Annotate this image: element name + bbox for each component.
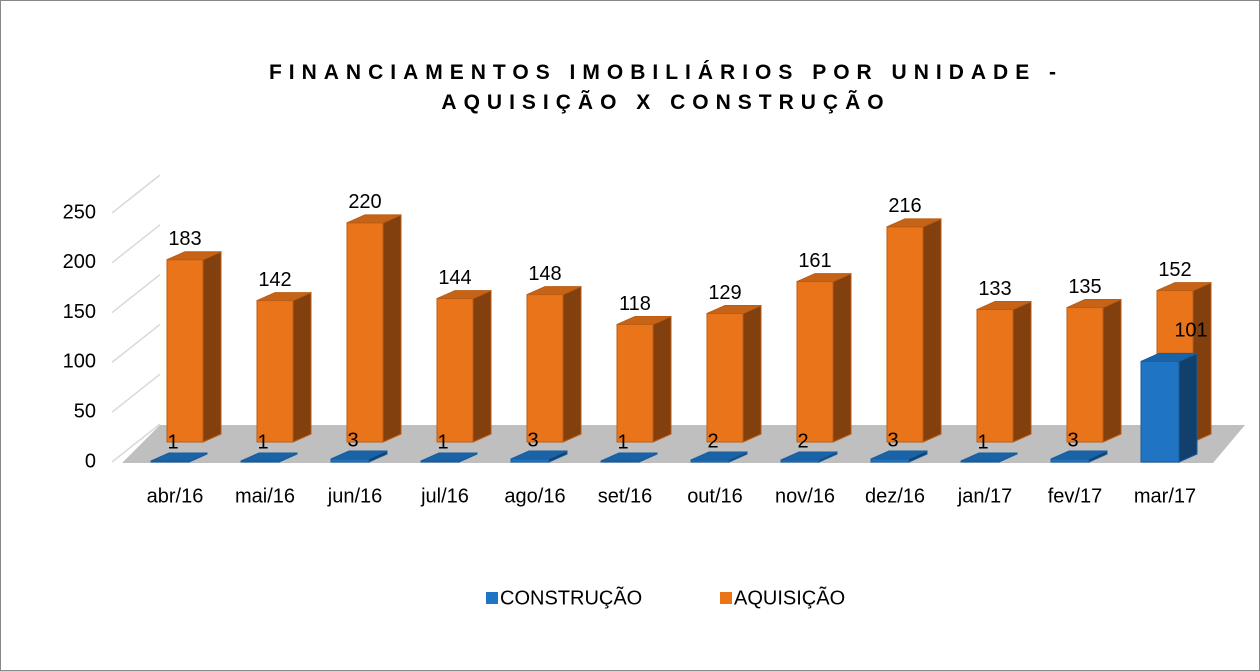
x-tick-label: jul/16 bbox=[420, 485, 469, 507]
bar bbox=[616, 323, 654, 443]
data-label: 3 bbox=[347, 429, 358, 451]
data-label: 216 bbox=[888, 195, 921, 217]
bar-side bbox=[562, 285, 582, 443]
data-label: 3 bbox=[887, 429, 898, 451]
data-label: 3 bbox=[1067, 429, 1078, 451]
data-label: 1 bbox=[617, 431, 628, 453]
bar bbox=[796, 281, 834, 443]
bar bbox=[330, 458, 370, 463]
tick-line bbox=[111, 224, 161, 264]
data-label: 1 bbox=[167, 431, 178, 453]
bar-side bbox=[202, 250, 222, 443]
bar bbox=[600, 460, 640, 463]
bar bbox=[870, 458, 910, 463]
x-tick-label: set/16 bbox=[598, 485, 652, 507]
y-tick-label: 0 bbox=[85, 450, 96, 472]
bar-side bbox=[1178, 352, 1198, 463]
x-tick-label: nov/16 bbox=[775, 485, 835, 507]
legend-label: AQUISIÇÃO bbox=[734, 585, 845, 609]
y-tick-label: 250 bbox=[63, 201, 96, 223]
y-tick-label: 100 bbox=[63, 351, 96, 373]
tick-line bbox=[111, 174, 161, 214]
bar-side bbox=[292, 291, 312, 443]
bar-side bbox=[922, 218, 942, 443]
tick-line bbox=[111, 373, 161, 413]
data-label: 144 bbox=[438, 267, 471, 289]
bar-side bbox=[652, 315, 672, 443]
bar bbox=[150, 460, 190, 463]
tick-line bbox=[111, 323, 161, 363]
bar-side bbox=[382, 214, 402, 443]
bar-side bbox=[742, 304, 762, 443]
bar-side bbox=[1012, 300, 1032, 443]
bar-side bbox=[1102, 298, 1122, 443]
bar bbox=[510, 458, 550, 463]
data-label: 1 bbox=[977, 431, 988, 453]
data-label: 118 bbox=[619, 293, 651, 315]
bar bbox=[526, 294, 564, 443]
data-label: 161 bbox=[798, 250, 831, 272]
legend-swatch bbox=[486, 592, 498, 604]
bar bbox=[420, 460, 460, 463]
bar bbox=[166, 259, 204, 443]
x-tick-label: dez/16 bbox=[865, 485, 925, 507]
x-tick-label: fev/17 bbox=[1048, 485, 1102, 507]
bar bbox=[976, 309, 1014, 443]
data-label: 129 bbox=[708, 282, 741, 304]
x-tick-label: abr/16 bbox=[147, 485, 204, 507]
x-tick-label: out/16 bbox=[687, 485, 743, 507]
x-tick-label: ago/16 bbox=[504, 485, 565, 507]
data-label: 142 bbox=[258, 269, 291, 291]
bar bbox=[1066, 307, 1104, 443]
data-label: 135 bbox=[1068, 276, 1101, 298]
bar bbox=[706, 313, 744, 443]
legend-label: CONSTRUÇÃO bbox=[500, 585, 642, 609]
bar bbox=[1140, 360, 1180, 463]
bar bbox=[886, 226, 924, 443]
bar bbox=[256, 300, 294, 443]
x-tick-label: mai/16 bbox=[235, 485, 295, 507]
data-label: 148 bbox=[528, 263, 561, 285]
y-tick-label: 50 bbox=[74, 400, 96, 422]
data-label: 2 bbox=[797, 430, 808, 452]
data-label: 1 bbox=[437, 431, 448, 453]
tick-line bbox=[111, 274, 161, 314]
x-tick-label: jun/16 bbox=[327, 485, 383, 507]
data-label: 1 bbox=[257, 431, 268, 453]
legend-swatch bbox=[720, 592, 732, 604]
bar bbox=[960, 460, 1000, 463]
bar-side bbox=[472, 289, 492, 443]
x-tick-label: jan/17 bbox=[957, 485, 1013, 507]
y-tick-label: 150 bbox=[63, 301, 96, 323]
bar bbox=[240, 460, 280, 463]
data-label: 3 bbox=[527, 429, 538, 451]
bar bbox=[780, 459, 820, 463]
x-tick-label: mar/17 bbox=[1134, 485, 1196, 507]
bar bbox=[346, 222, 384, 443]
floor bbox=[122, 425, 1245, 463]
chart-title: FINANCIAMENTOS IMOBILIÁRIOS POR UNIDADE … bbox=[268, 61, 1064, 114]
data-label: 2 bbox=[707, 430, 718, 452]
data-label: 133 bbox=[978, 278, 1011, 300]
bar bbox=[1050, 458, 1090, 463]
bar bbox=[690, 459, 730, 463]
data-label: 101 bbox=[1174, 320, 1207, 342]
bar bbox=[436, 298, 474, 443]
y-tick-label: 200 bbox=[63, 251, 96, 273]
data-label: 220 bbox=[348, 191, 381, 213]
data-label: 183 bbox=[168, 228, 201, 250]
data-label: 152 bbox=[1158, 259, 1191, 281]
tick-line bbox=[111, 423, 161, 463]
bar-side bbox=[832, 272, 852, 443]
